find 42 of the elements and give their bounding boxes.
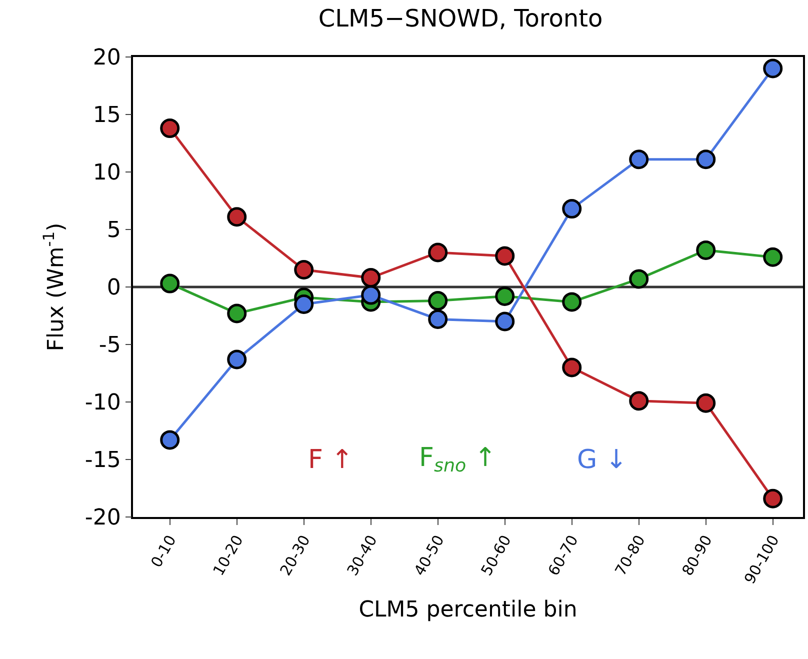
chart-title: CLM5−SNOWD, Toronto	[318, 4, 603, 33]
y-tick-label: -15	[84, 448, 121, 474]
point	[294, 260, 314, 280]
text: F$_{sno}$ ↑	[419, 443, 496, 476]
point	[495, 312, 515, 332]
point	[629, 391, 649, 411]
point	[227, 304, 247, 324]
point	[562, 199, 582, 219]
y-tick-label: 10	[92, 160, 121, 186]
text: G ↓	[577, 445, 628, 475]
point	[629, 269, 649, 289]
point	[361, 285, 381, 305]
point	[562, 358, 582, 378]
x-axis-title: CLM5 percentile bin	[358, 597, 578, 622]
y-tick-label: 5	[106, 218, 121, 244]
point	[763, 247, 783, 267]
y-tick-label: -5	[98, 333, 121, 358]
point	[294, 294, 314, 314]
point	[763, 58, 783, 78]
y-tick-label: 20	[92, 46, 121, 71]
point	[495, 286, 515, 306]
y-tick-label: 15	[92, 103, 121, 128]
point	[696, 393, 716, 413]
y-tick-label: 0	[106, 276, 121, 301]
point	[428, 242, 448, 262]
text: F ↑	[308, 445, 354, 475]
point	[227, 207, 247, 227]
point	[696, 240, 716, 260]
point	[160, 274, 180, 294]
point	[428, 309, 448, 329]
point	[428, 291, 448, 311]
y-tick-label: -20	[84, 506, 121, 531]
y-tick-label: -10	[84, 390, 121, 416]
point	[629, 150, 649, 170]
point	[763, 488, 783, 508]
point	[495, 246, 515, 266]
point	[160, 118, 180, 138]
point	[227, 350, 247, 370]
point	[361, 268, 381, 288]
point	[696, 150, 716, 170]
point	[562, 292, 582, 312]
point	[160, 430, 180, 450]
